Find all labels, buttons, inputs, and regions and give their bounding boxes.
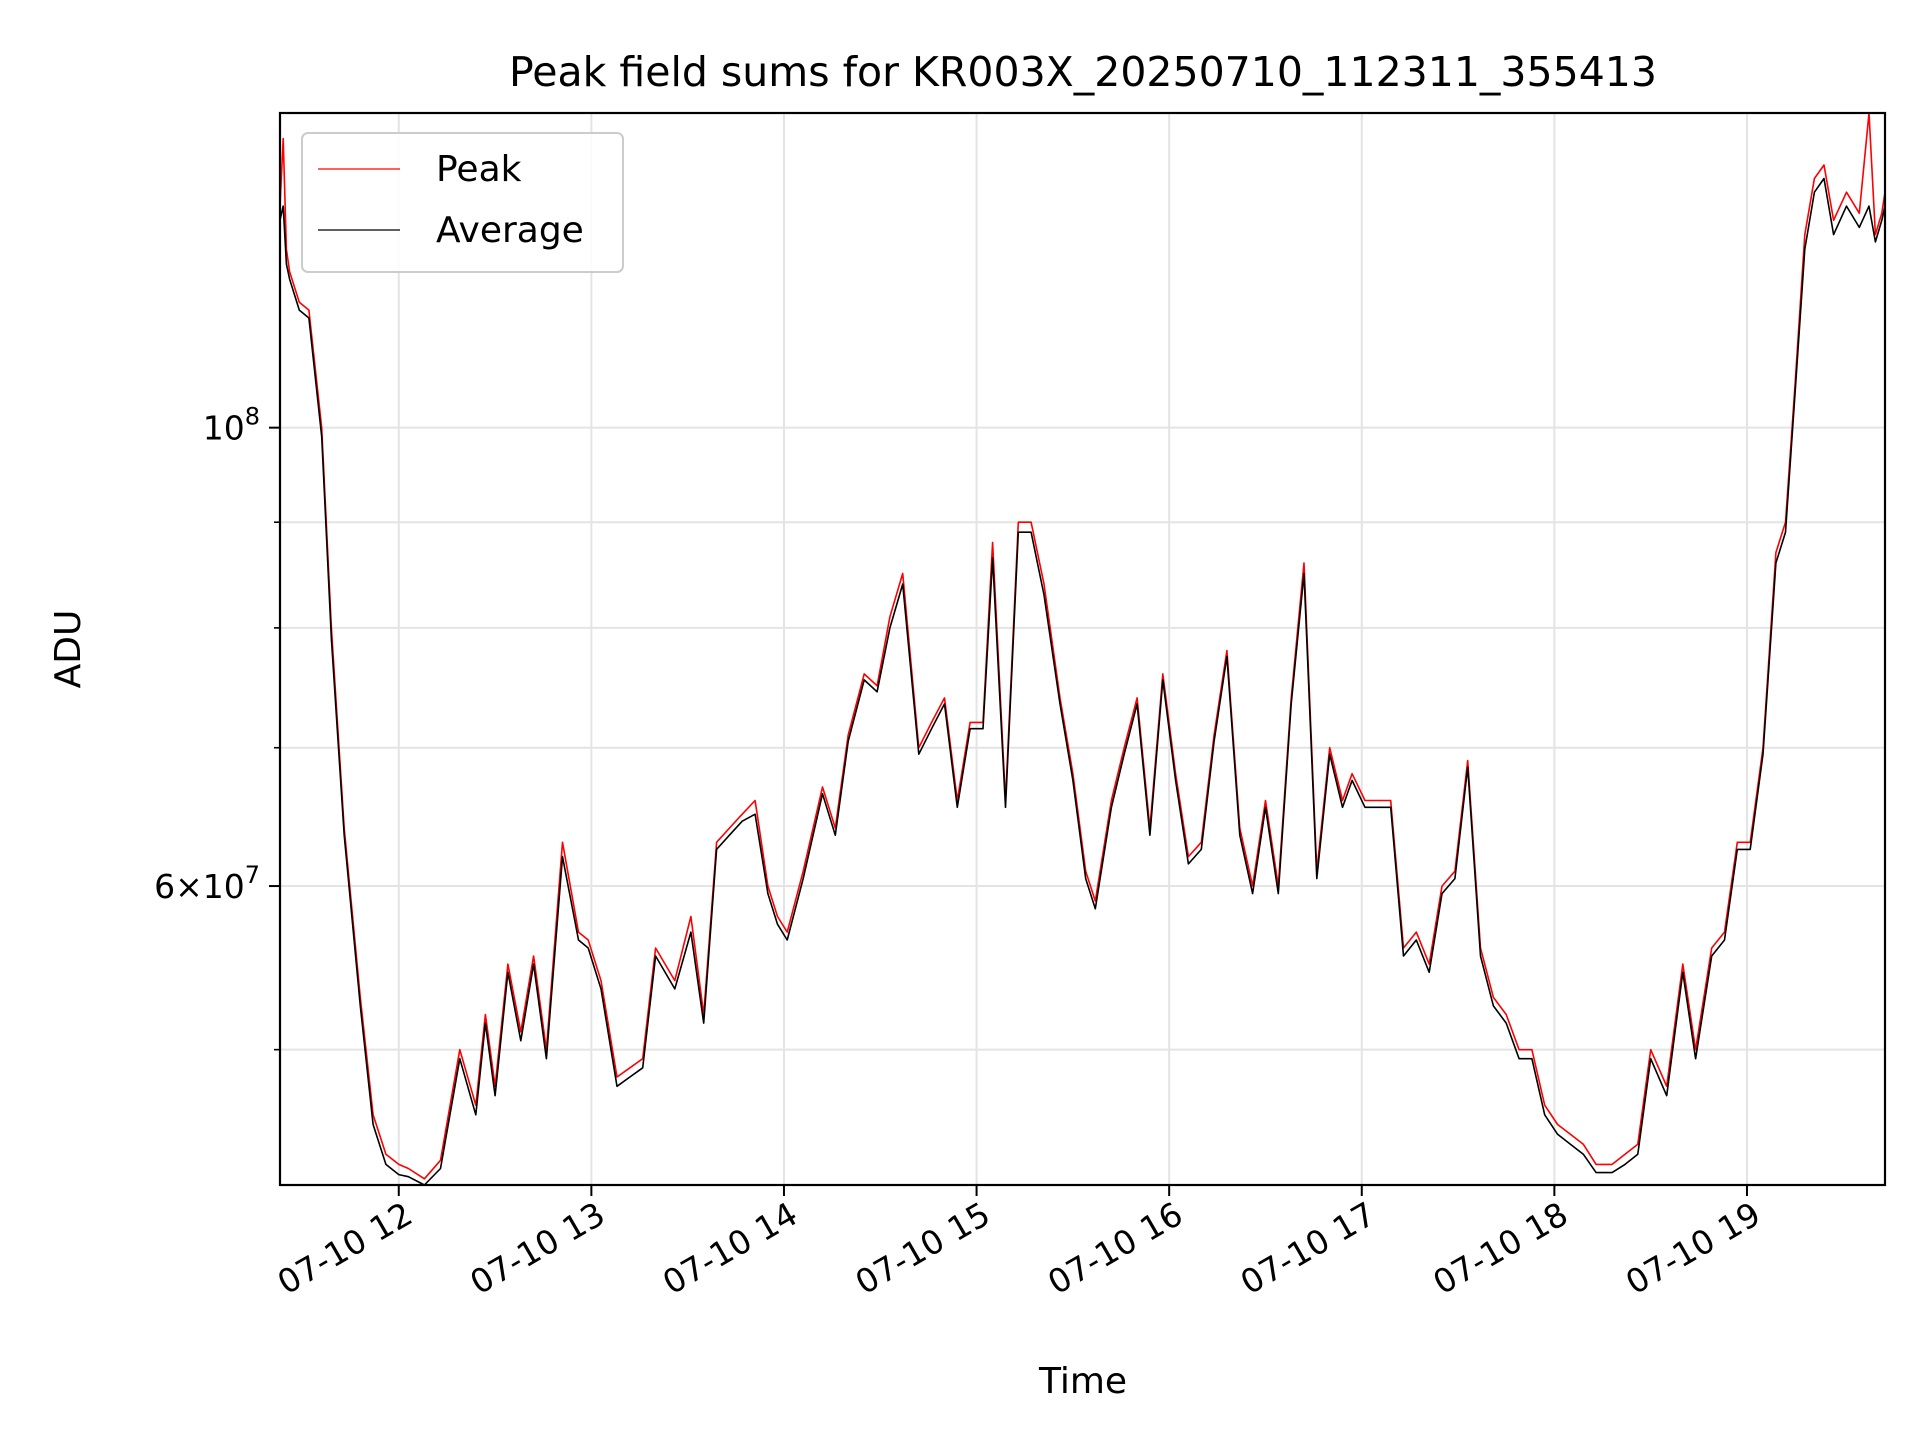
legend-box [301, 132, 624, 273]
x-tick-label: 07-10 16 [1041, 1194, 1189, 1302]
x-tick-label: 07-10 15 [849, 1194, 997, 1302]
legend: Peak Average [301, 132, 624, 273]
y-axis: 6×107 108 [154, 403, 280, 1051]
x-tick-label: 07-10 17 [1234, 1194, 1382, 1302]
x-tick-label: 07-10 19 [1619, 1194, 1767, 1302]
grid [280, 113, 1885, 1185]
x-tick-label: 07-10 13 [463, 1194, 611, 1302]
y-tick-label: 108 [203, 403, 260, 448]
x-tick-label: 07-10 14 [656, 1194, 804, 1302]
y-tick-label: 6×107 [154, 861, 260, 906]
x-tick-label: 07-10 18 [1426, 1194, 1574, 1302]
x-tick-label: 07-10 12 [271, 1194, 419, 1302]
chart-title: Peak field sums for KR003X_20250710_1123… [509, 48, 1657, 96]
series-layer [279, 112, 1886, 1186]
x-axis: 07-10 12 07-10 13 07-10 14 07-10 15 07-10 16… [271, 1185, 1767, 1302]
x-axis-label: Time [1038, 1361, 1127, 1402]
legend-label-peak: Peak [436, 149, 522, 190]
series-line-average [279, 177, 1886, 1186]
y-axis-label: ADU [48, 610, 89, 689]
plot-frame [278, 111, 1887, 1187]
legend-label-average: Average [436, 210, 584, 251]
series-line-peak [279, 112, 1886, 1180]
